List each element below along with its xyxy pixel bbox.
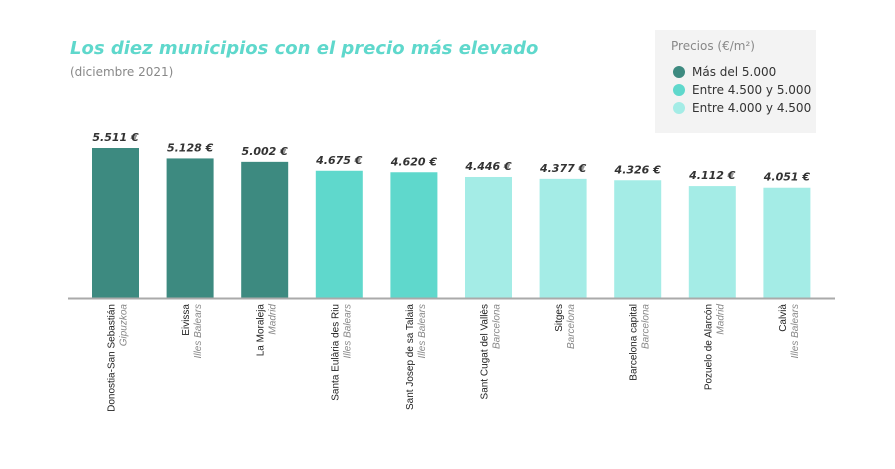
category-label: La Moraleja xyxy=(256,304,267,357)
region-label: Illes Balears xyxy=(193,304,204,358)
data-label: 5.002 € xyxy=(242,145,289,158)
data-label: 5.511 € xyxy=(92,131,139,144)
bar xyxy=(539,178,587,298)
bar xyxy=(92,148,139,298)
bar xyxy=(241,161,289,298)
region-label: Madrid xyxy=(268,304,279,335)
category-label: Pozuelo de Alarcón xyxy=(703,304,714,390)
category-label: Sant Cugat del Vallès xyxy=(480,304,491,399)
legend-item: Más del 5.000 xyxy=(673,65,776,79)
region-label: Madrid xyxy=(715,304,726,335)
region-label: Illes Balears xyxy=(342,304,353,358)
bar xyxy=(688,186,736,298)
legend-label: Más del 5.000 xyxy=(692,65,777,79)
bar xyxy=(390,172,438,298)
bar xyxy=(614,180,662,298)
bar xyxy=(166,158,214,298)
category-label: Barcelona capital xyxy=(629,304,640,381)
category-label: Donostia-San Sebastián xyxy=(107,304,118,412)
data-label: 4.112 € xyxy=(688,169,736,182)
region-label: Illes Balears xyxy=(790,304,801,358)
legend-swatch xyxy=(673,84,685,96)
region-label: Gipuzkoa xyxy=(119,304,130,347)
legend-title: Precios (€/m²) xyxy=(671,39,755,53)
data-label: 4.326 € xyxy=(614,163,662,176)
bar xyxy=(315,170,363,298)
data-label: 4.377 € xyxy=(539,162,587,175)
legend-swatch xyxy=(673,102,685,114)
region-label: Barcelona xyxy=(566,304,577,349)
region-label: Barcelona xyxy=(641,304,652,349)
bar xyxy=(763,187,811,298)
category-label: Eivissa xyxy=(181,304,192,336)
data-label: 4.051 € xyxy=(763,171,811,184)
data-label: 5.128 € xyxy=(167,141,214,154)
legend-item: Entre 4.500 y 5.000 xyxy=(673,83,811,97)
legend-label: Entre 4.000 y 4.500 xyxy=(692,101,812,115)
bar xyxy=(465,176,512,298)
legend: Precios (€/m²) Más del 5.000 Entre 4.500… xyxy=(655,30,816,133)
data-label: 4.446 € xyxy=(464,160,512,173)
category-label: Sitges xyxy=(554,304,565,332)
chart-subtitle: (diciembre 2021) xyxy=(70,65,174,79)
legend-item: Entre 4.000 y 4.500 xyxy=(673,101,811,115)
legend-swatch xyxy=(673,66,685,78)
region-label: Barcelona xyxy=(492,304,503,349)
legend-label: Entre 4.500 y 5.000 xyxy=(692,83,812,97)
category-label: Sant Josep de sa Talaia xyxy=(405,304,416,410)
data-label: 4.620 € xyxy=(390,155,438,168)
category-label: Santa Eulària des Riu xyxy=(330,304,341,401)
category-label: Calvià xyxy=(778,304,789,332)
chart-title: Los diez municipios con el precio más el… xyxy=(70,38,539,59)
region-label: Illes Balears xyxy=(417,304,428,358)
data-label: 4.675 € xyxy=(315,154,363,167)
